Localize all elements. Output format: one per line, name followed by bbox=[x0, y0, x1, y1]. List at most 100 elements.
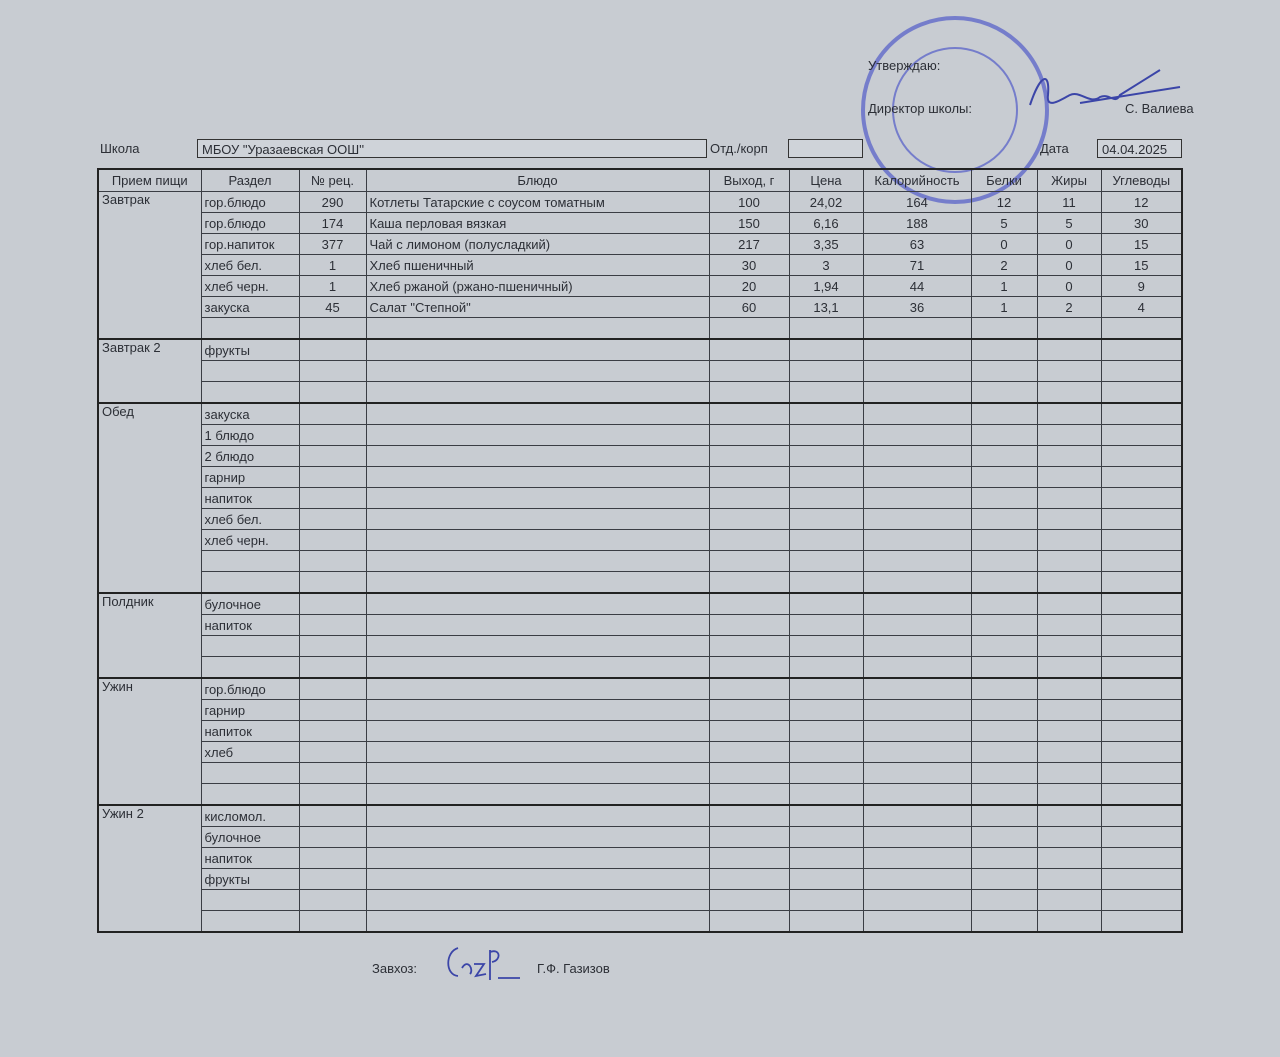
cell-protein bbox=[970, 656, 1038, 679]
table-row: фрукты bbox=[98, 868, 1183, 890]
cell-recipe bbox=[298, 592, 367, 615]
cell-price bbox=[788, 571, 864, 594]
cell-dish bbox=[365, 592, 710, 615]
cell-kcal bbox=[862, 783, 972, 806]
cell-dish bbox=[365, 910, 710, 933]
cell-recipe bbox=[298, 466, 367, 488]
cell-yield bbox=[708, 317, 790, 340]
cell-fat bbox=[1036, 381, 1102, 404]
cell-carbs bbox=[1100, 508, 1183, 530]
table-row: напиток bbox=[98, 487, 1183, 509]
cell-price: 13,1 bbox=[788, 296, 864, 318]
table-row: хлеб бел. 1 Хлеб пшеничный 30 3 71 2 0 15 bbox=[98, 254, 1183, 276]
table-row: закуска 45 Салат "Степной" 60 13,1 36 1 2 4 bbox=[98, 296, 1183, 318]
cell-dish: Каша перловая вязкая bbox=[365, 212, 710, 234]
storekeeper-label: Завхоз: bbox=[372, 961, 417, 976]
cell-fat: 11 bbox=[1036, 191, 1102, 213]
meal-group: Ужин 2 кисломол. булочное напиток фрукты bbox=[97, 804, 1183, 933]
cell-dish bbox=[365, 656, 710, 679]
cell-fat bbox=[1036, 550, 1102, 572]
cell-price bbox=[788, 592, 864, 615]
table-row bbox=[98, 656, 1183, 679]
cell-protein bbox=[970, 592, 1038, 615]
cell-section bbox=[200, 317, 300, 340]
cell-price bbox=[788, 699, 864, 721]
cell-kcal bbox=[862, 656, 972, 679]
cell-carbs bbox=[1100, 720, 1183, 742]
cell-kcal bbox=[862, 868, 972, 890]
cell-dish bbox=[365, 529, 710, 551]
cell-price bbox=[788, 826, 864, 848]
cell-protein bbox=[970, 699, 1038, 721]
cell-recipe bbox=[298, 508, 367, 530]
cell-carbs bbox=[1100, 847, 1183, 869]
cell-dish: Хлеб пшеничный bbox=[365, 254, 710, 276]
cell-carbs bbox=[1100, 677, 1183, 700]
cell-dish: Котлеты Татарские с соусом томатным bbox=[365, 191, 710, 213]
cell-yield bbox=[708, 487, 790, 509]
cell-carbs bbox=[1100, 614, 1183, 636]
table-row: гарнир bbox=[98, 466, 1183, 488]
cell-section: гор.блюдо bbox=[200, 677, 300, 700]
cell-section: хлеб бел. bbox=[200, 254, 300, 276]
cell-kcal bbox=[862, 402, 972, 425]
cell-protein bbox=[970, 466, 1038, 488]
cell-section: гор.напиток bbox=[200, 233, 300, 255]
table-row: напиток bbox=[98, 720, 1183, 742]
school-field: МБОУ "Уразаевская ООШ'' bbox=[197, 139, 707, 158]
cell-section: фрукты bbox=[200, 868, 300, 890]
meal-name: Обед bbox=[97, 402, 202, 594]
cell-section: напиток bbox=[200, 487, 300, 509]
cell-kcal bbox=[862, 338, 972, 361]
column-header: Выход, г bbox=[708, 168, 790, 192]
cell-section: закуска bbox=[200, 402, 300, 425]
cell-dish bbox=[365, 868, 710, 890]
cell-fat bbox=[1036, 910, 1102, 933]
cell-price bbox=[788, 804, 864, 827]
cell-protein: 12 bbox=[970, 191, 1038, 213]
cell-yield bbox=[708, 529, 790, 551]
cell-yield bbox=[708, 762, 790, 784]
cell-recipe bbox=[298, 360, 367, 382]
cell-carbs: 12 bbox=[1100, 191, 1183, 213]
cell-kcal bbox=[862, 508, 972, 530]
cell-recipe bbox=[298, 741, 367, 763]
cell-protein bbox=[970, 741, 1038, 763]
cell-fat bbox=[1036, 592, 1102, 615]
cell-recipe bbox=[298, 571, 367, 594]
cell-section: напиток bbox=[200, 847, 300, 869]
cell-yield bbox=[708, 826, 790, 848]
cell-protein bbox=[970, 720, 1038, 742]
cell-recipe bbox=[298, 783, 367, 806]
cell-kcal bbox=[862, 550, 972, 572]
table-row bbox=[98, 889, 1183, 911]
cell-recipe bbox=[298, 804, 367, 827]
cell-carbs bbox=[1100, 424, 1183, 446]
cell-price bbox=[788, 720, 864, 742]
cell-dish bbox=[365, 317, 710, 340]
cell-yield bbox=[708, 868, 790, 890]
table-row: напиток bbox=[98, 614, 1183, 636]
cell-dish bbox=[365, 614, 710, 636]
cell-fat: 0 bbox=[1036, 275, 1102, 297]
cell-fat bbox=[1036, 424, 1102, 446]
cell-kcal bbox=[862, 466, 972, 488]
meal-name: Завтрак 2 bbox=[97, 338, 202, 404]
cell-recipe bbox=[298, 910, 367, 933]
cell-kcal bbox=[862, 847, 972, 869]
cell-price: 3 bbox=[788, 254, 864, 276]
meal-name: Ужин bbox=[97, 677, 202, 806]
cell-section: фрукты bbox=[200, 338, 300, 361]
cell-carbs bbox=[1100, 317, 1183, 340]
cell-fat bbox=[1036, 402, 1102, 425]
cell-protein bbox=[970, 338, 1038, 361]
table-row bbox=[98, 762, 1183, 784]
cell-carbs bbox=[1100, 762, 1183, 784]
cell-yield bbox=[708, 910, 790, 933]
column-header: № рец. bbox=[298, 168, 367, 192]
cell-dish bbox=[365, 635, 710, 657]
cell-fat bbox=[1036, 635, 1102, 657]
cell-dish bbox=[365, 699, 710, 721]
cell-price bbox=[788, 529, 864, 551]
cell-dish: Салат "Степной" bbox=[365, 296, 710, 318]
